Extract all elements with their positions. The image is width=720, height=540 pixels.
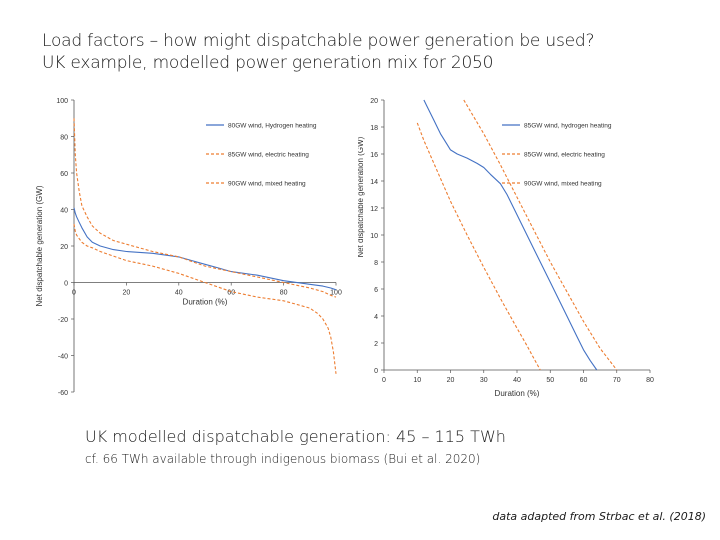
data-source-citation: data adapted from Strbac et al. (2018) xyxy=(492,510,706,523)
slide-title: Load factors – how might dispatchable po… xyxy=(42,30,595,74)
x-tick-label: 60 xyxy=(227,290,235,297)
legend-label: 80GW wind, Hydrogen heating xyxy=(228,123,317,130)
y-tick-label: 20 xyxy=(60,244,68,251)
x-tick-label: 0 xyxy=(382,377,386,384)
series-line-1 xyxy=(463,99,618,371)
x-tick-label: 40 xyxy=(513,377,521,384)
y-tick-label: 20 xyxy=(370,98,378,105)
x-tick-label: 80 xyxy=(646,377,654,384)
x-axis-title: Duration (%) xyxy=(183,298,228,307)
x-tick-label: 0 xyxy=(72,290,76,297)
y-axis-title: Net dispatchable generation (GW) xyxy=(35,185,44,306)
dispatchable-generation-headline: UK modelled dispatchable generation: 45 … xyxy=(85,427,506,446)
chart-left-full-duration: -60 -40 -20 0 20 40 60 80 100 0 20 40 60 80 100 Duratio… xyxy=(35,98,342,397)
chart-right-zoomed-duration: 0 2 4 6 8 10 12 14 16 18 20 0 10 20 30 40 50 60 70 80 Durati… xyxy=(358,98,654,398)
y-tick-label: 80 xyxy=(60,135,68,142)
x-tick-label: 60 xyxy=(580,377,588,384)
legend-label: 85GW wind, hydrogen heating xyxy=(524,123,612,130)
y-tick-label: 12 xyxy=(370,206,378,213)
legend-label: 90GW wind, mixed heating xyxy=(228,181,306,188)
x-tick-label: 20 xyxy=(123,290,131,297)
series-line-1 xyxy=(73,118,337,298)
series-line-2 xyxy=(416,122,541,371)
x-tick-label: 100 xyxy=(330,290,342,297)
series-line-0 xyxy=(423,99,598,371)
y-tick-label: 0 xyxy=(374,368,378,375)
x-axis-title: Duration (%) xyxy=(495,389,540,398)
x-tick-label: 80 xyxy=(280,290,288,297)
x-tick-label: 40 xyxy=(175,290,183,297)
series-line-0 xyxy=(73,207,337,291)
series-line-2 xyxy=(73,224,337,374)
legend-label: 85GW wind, electric heating xyxy=(524,152,605,159)
y-tick-label: 60 xyxy=(60,171,68,178)
title-line-1: Load factors – how might dispatchable po… xyxy=(42,31,595,51)
legend-label: 90GW wind, mixed heating xyxy=(524,181,602,188)
biomass-comparison-note: cf. 66 TWh available through indigenous … xyxy=(85,452,481,466)
y-tick-label: 16 xyxy=(370,152,378,159)
x-tick-label: 50 xyxy=(546,377,554,384)
y-tick-label: 14 xyxy=(370,179,378,186)
y-tick-label: 10 xyxy=(370,233,378,240)
y-tick-label: -40 xyxy=(58,354,68,361)
y-tick-label: 2 xyxy=(374,341,378,348)
y-tick-label: 6 xyxy=(374,287,378,294)
x-tick-label: 30 xyxy=(480,377,488,384)
y-axis-title: Net dispatchable generation (GW) xyxy=(358,136,365,257)
x-tick-label: 70 xyxy=(613,377,621,384)
y-tick-label: -20 xyxy=(58,317,68,324)
y-tick-label: -60 xyxy=(58,390,68,397)
y-tick-label: 18 xyxy=(370,125,378,132)
title-line-2: UK example, modelled power generation mi… xyxy=(42,53,494,73)
y-tick-label: 40 xyxy=(60,208,68,215)
x-tick-label: 10 xyxy=(413,377,421,384)
y-tick-label: 8 xyxy=(374,260,378,267)
y-tick-label: 0 xyxy=(64,281,68,288)
y-tick-label: 100 xyxy=(56,98,68,105)
x-tick-label: 20 xyxy=(447,377,455,384)
legend-label: 85GW wind, electric heating xyxy=(228,152,309,159)
y-tick-label: 4 xyxy=(374,314,378,321)
